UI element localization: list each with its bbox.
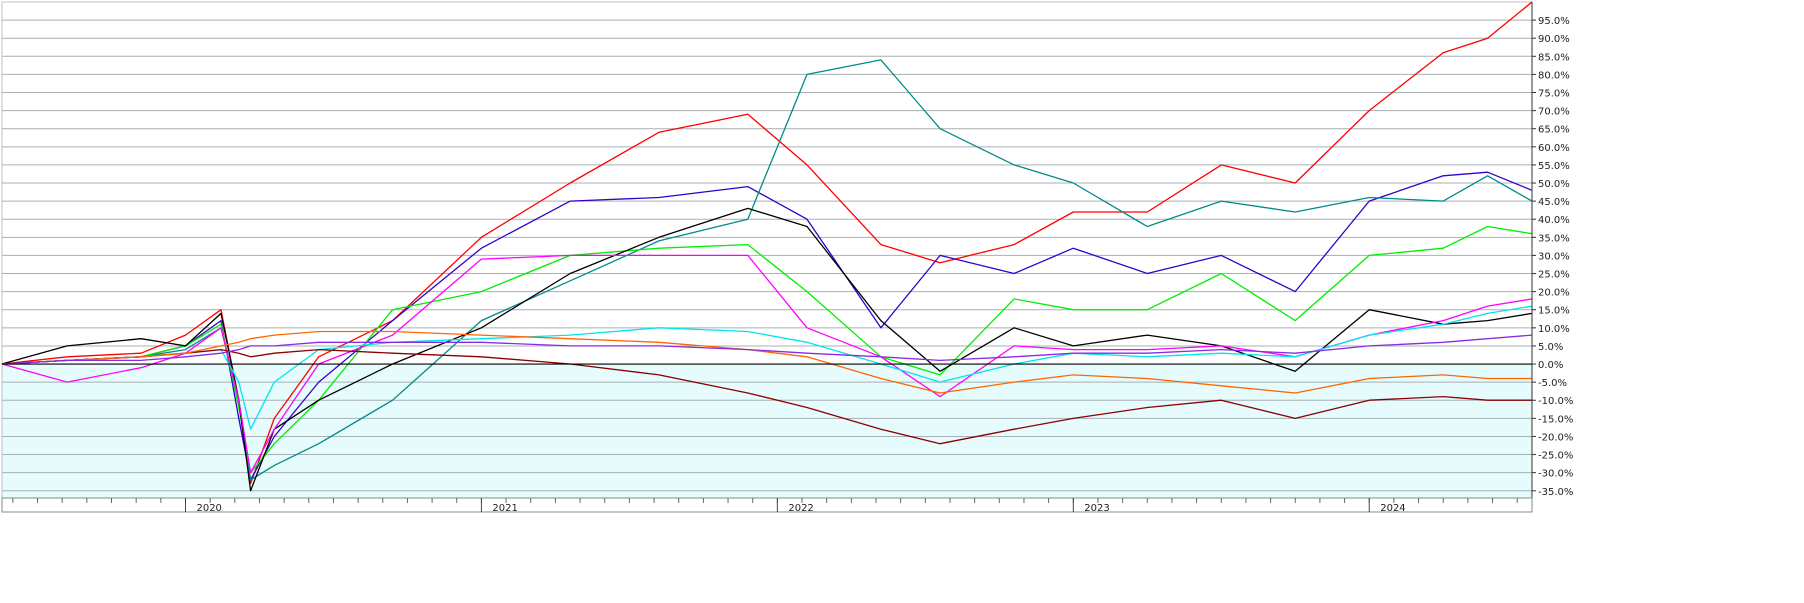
x-tick-label: 2024 — [1380, 503, 1405, 514]
series-line-6 — [1, 254, 1533, 474]
y-tick-label: 75.0% — [1538, 89, 1570, 100]
y-tick-label: -20.0% — [1538, 432, 1573, 443]
y-tick-label: 55.0% — [1538, 161, 1570, 172]
y-tick-label: 95.0% — [1538, 16, 1570, 27]
series-line-8 — [1, 348, 1532, 445]
series-line-9 — [1, 330, 1532, 394]
y-tick-label: -10.0% — [1538, 396, 1573, 407]
x-axis-band — [1, 497, 1533, 513]
y-tick-label: 10.0% — [1538, 324, 1570, 335]
y-tick-label: 25.0% — [1538, 270, 1570, 281]
chart-background — [1, 1, 1533, 499]
y-tick-label: 90.0% — [1538, 34, 1570, 45]
y-tick-label: -35.0% — [1538, 487, 1573, 498]
y-tick-label: -30.0% — [1538, 469, 1573, 480]
y-tick-label: 80.0% — [1538, 70, 1570, 81]
series-line-10 — [1, 334, 1533, 365]
plot-area-negative — [2, 364, 1532, 498]
y-tick-label: -25.0% — [1538, 451, 1573, 462]
x-axis: 2020 2021 2022 2023 2024 — [1, 497, 1533, 514]
y-tick-label: 65.0% — [1538, 125, 1570, 136]
y-tick-label: 15.0% — [1538, 306, 1570, 317]
y-axis: -35.0% -30.0% -25.0% -20.0% -15.0% -10.0% -5.0… — [1531, 2, 1573, 498]
y-tick-label: 40.0% — [1538, 215, 1570, 226]
x-tick-label: 2022 — [788, 503, 813, 514]
y-tick-label: 50.0% — [1538, 179, 1570, 190]
x-tick-label: 2023 — [1084, 503, 1109, 514]
series-lines — [1, 1, 1533, 492]
series-line-7 — [1, 305, 1533, 430]
y-tick-label: 85.0% — [1538, 52, 1570, 63]
x-tick-label: 2020 — [196, 503, 221, 514]
y-tick-label: 0.0% — [1538, 360, 1563, 371]
y-tick-label: -5.0% — [1538, 378, 1567, 389]
y-tick-label: 35.0% — [1538, 233, 1570, 244]
x-tick-label: 2021 — [492, 503, 517, 514]
series-line-5 — [1, 207, 1533, 492]
y-tick-label: 60.0% — [1538, 143, 1570, 154]
y-tick-label: 45.0% — [1538, 197, 1570, 208]
y-tick-label: 20.0% — [1538, 288, 1570, 299]
y-tick-label: -15.0% — [1538, 414, 1573, 425]
y-tick-label: 5.0% — [1538, 342, 1563, 353]
y-tick-label: 70.0% — [1538, 107, 1570, 118]
y-tick-label: 30.0% — [1538, 251, 1570, 262]
